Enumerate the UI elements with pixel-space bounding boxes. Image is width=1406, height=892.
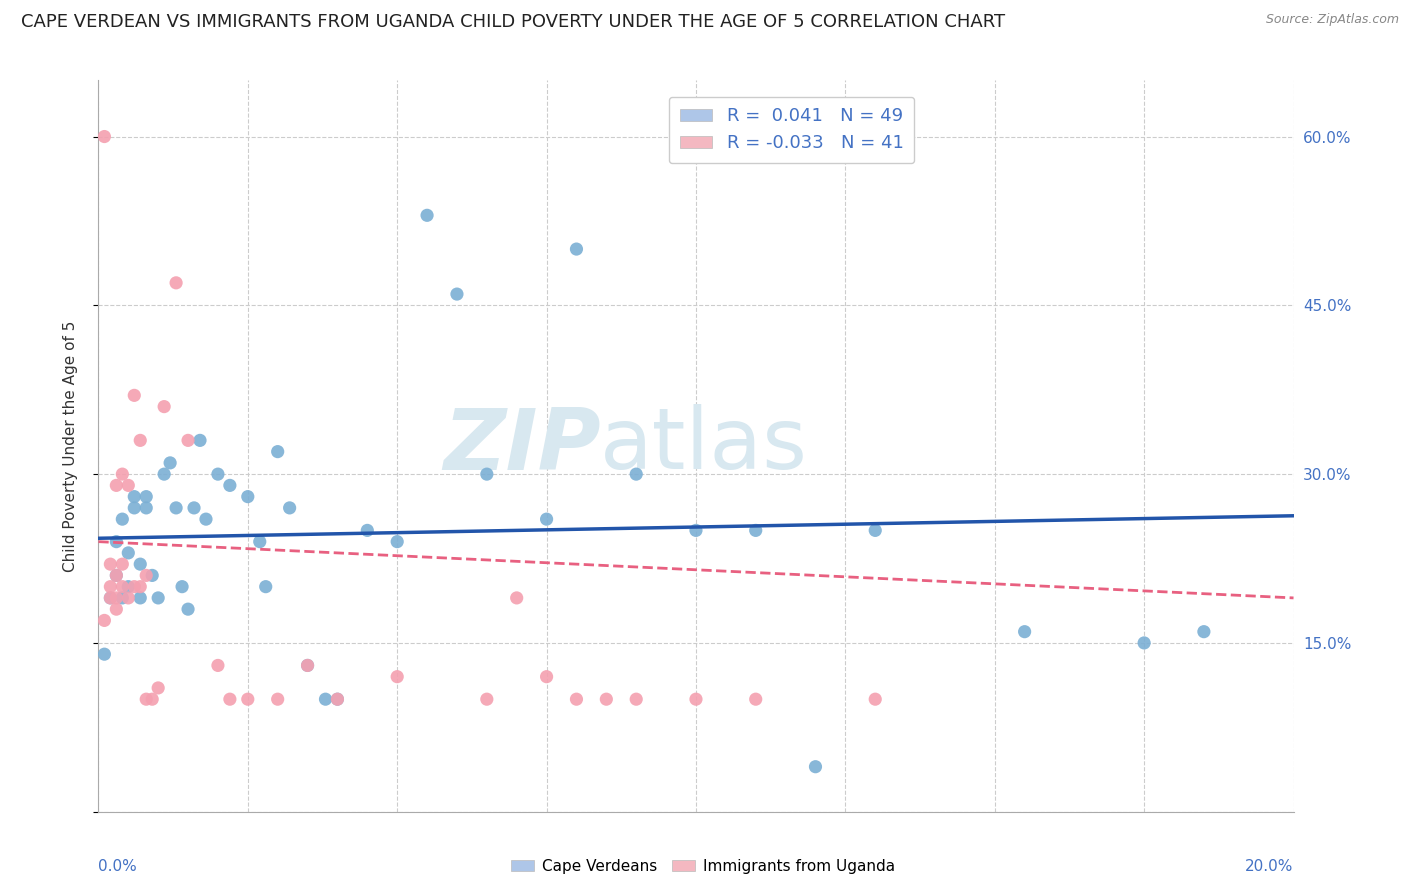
Y-axis label: Child Poverty Under the Age of 5: Child Poverty Under the Age of 5: [63, 320, 77, 572]
Point: [626, 692, 648, 706]
Text: atlas: atlas: [600, 404, 808, 488]
Point: [219, 478, 242, 492]
Point: [745, 524, 768, 538]
Point: [446, 287, 468, 301]
Point: [111, 467, 134, 482]
Point: [326, 692, 349, 706]
Point: [117, 591, 139, 605]
Point: [141, 568, 163, 582]
Point: [195, 512, 218, 526]
Point: [416, 208, 439, 222]
Text: 20.0%: 20.0%: [1246, 859, 1294, 874]
Point: [172, 580, 194, 594]
Text: Source: ZipAtlas.com: Source: ZipAtlas.com: [1265, 13, 1399, 27]
Point: [685, 692, 707, 706]
Text: 0.0%: 0.0%: [98, 859, 138, 874]
Point: [475, 692, 498, 706]
Point: [124, 580, 146, 594]
Point: [111, 580, 134, 594]
Point: [129, 591, 152, 605]
Point: [626, 467, 648, 482]
Text: ZIP: ZIP: [443, 404, 600, 488]
Point: [475, 467, 498, 482]
Point: [93, 129, 115, 144]
Point: [105, 591, 128, 605]
Point: [207, 658, 229, 673]
Point: [326, 692, 349, 706]
Point: [117, 478, 139, 492]
Point: [595, 692, 617, 706]
Point: [135, 500, 157, 515]
Point: [685, 524, 707, 538]
Point: [207, 467, 229, 482]
Point: [267, 444, 290, 458]
Point: [148, 591, 170, 605]
Point: [105, 478, 128, 492]
Legend: R =  0.041   N = 49, R = -0.033   N = 41: R = 0.041 N = 49, R = -0.033 N = 41: [669, 96, 914, 163]
Point: [98, 591, 122, 605]
Point: [1014, 624, 1036, 639]
Point: [111, 512, 134, 526]
Point: [111, 591, 134, 605]
Point: [135, 692, 157, 706]
Point: [153, 467, 176, 482]
Point: [236, 490, 259, 504]
Point: [356, 524, 378, 538]
Point: [865, 524, 887, 538]
Point: [865, 692, 887, 706]
Point: [105, 568, 128, 582]
Point: [124, 500, 146, 515]
Point: [165, 500, 187, 515]
Point: [98, 580, 122, 594]
Point: [153, 400, 176, 414]
Text: CAPE VERDEAN VS IMMIGRANTS FROM UGANDA CHILD POVERTY UNDER THE AGE OF 5 CORRELAT: CAPE VERDEAN VS IMMIGRANTS FROM UGANDA C…: [21, 13, 1005, 31]
Point: [129, 557, 152, 571]
Point: [278, 500, 301, 515]
Point: [254, 580, 277, 594]
Point: [117, 580, 139, 594]
Point: [124, 490, 146, 504]
Point: [804, 760, 827, 774]
Point: [141, 692, 163, 706]
Point: [129, 434, 152, 448]
Point: [385, 670, 409, 684]
Point: [177, 602, 200, 616]
Point: [536, 512, 558, 526]
Point: [135, 490, 157, 504]
Point: [105, 534, 128, 549]
Point: [297, 658, 319, 673]
Point: [159, 456, 181, 470]
Point: [148, 681, 170, 695]
Point: [111, 557, 134, 571]
Point: [385, 534, 409, 549]
Point: [506, 591, 529, 605]
Point: [135, 568, 157, 582]
Point: [536, 670, 558, 684]
Point: [236, 692, 259, 706]
Point: [124, 388, 146, 402]
Point: [177, 434, 200, 448]
Point: [93, 647, 115, 661]
Point: [93, 614, 115, 628]
Point: [297, 658, 319, 673]
Point: [105, 568, 128, 582]
Point: [745, 692, 768, 706]
Point: [315, 692, 337, 706]
Point: [1192, 624, 1215, 639]
Point: [98, 591, 122, 605]
Point: [117, 546, 139, 560]
Point: [188, 434, 211, 448]
Point: [98, 557, 122, 571]
Point: [267, 692, 290, 706]
Point: [105, 602, 128, 616]
Point: [565, 692, 588, 706]
Point: [165, 276, 187, 290]
Point: [129, 580, 152, 594]
Point: [1133, 636, 1156, 650]
Point: [249, 534, 271, 549]
Point: [565, 242, 588, 256]
Point: [219, 692, 242, 706]
Point: [183, 500, 205, 515]
Legend: Cape Verdeans, Immigrants from Uganda: Cape Verdeans, Immigrants from Uganda: [505, 853, 901, 880]
